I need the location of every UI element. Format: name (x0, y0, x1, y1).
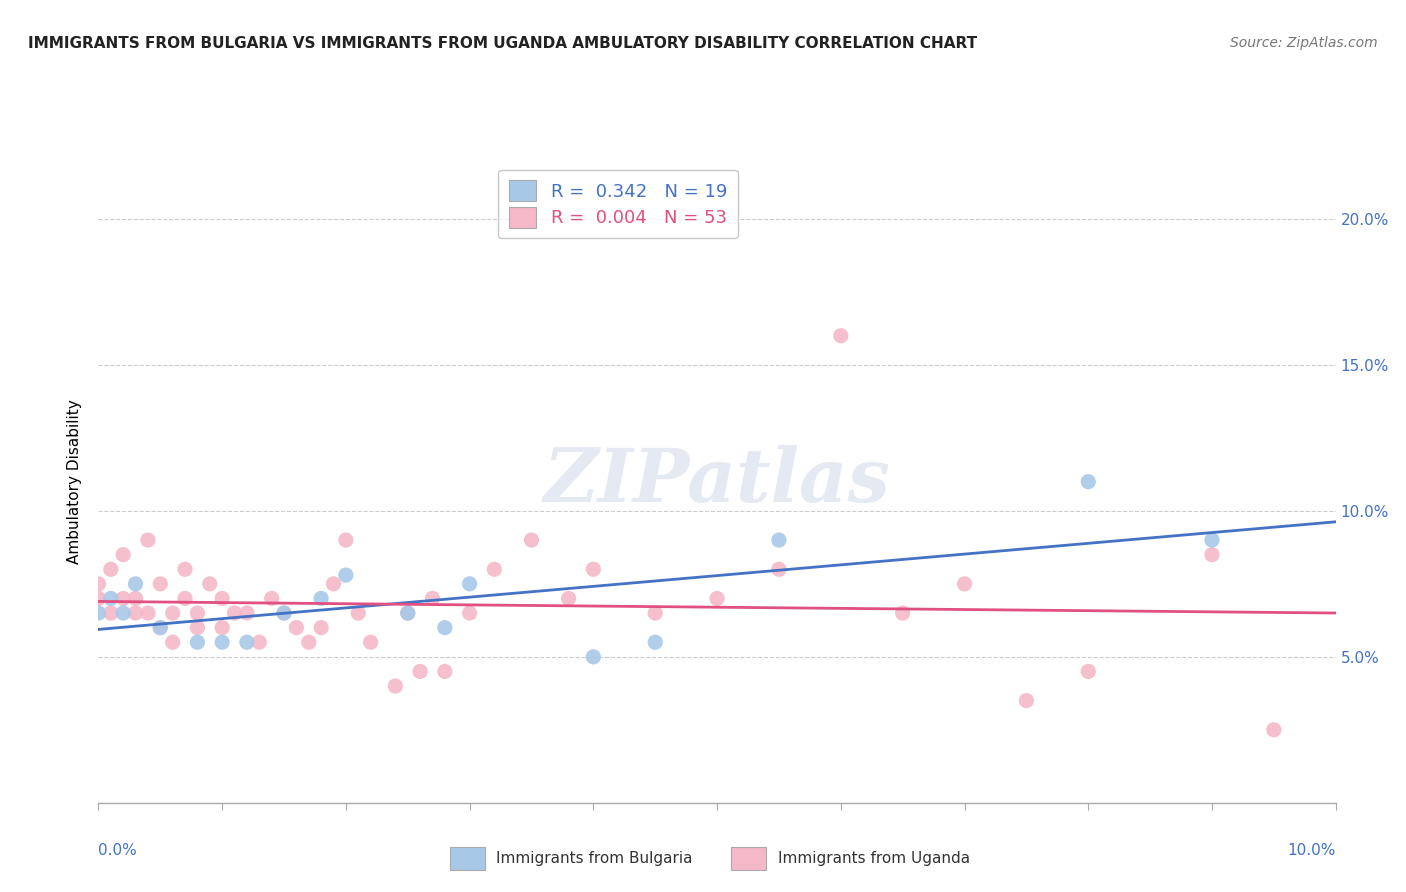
Point (211, 591, 233, 606)
Point (582, 562, 605, 576)
Text: Immigrants from Bulgaria: Immigrants from Bulgaria (496, 851, 693, 866)
Point (1201, 533, 1223, 547)
Point (211, 621, 233, 635)
Point (236, 606, 259, 620)
Point (186, 606, 208, 620)
Point (768, 562, 790, 576)
Point (224, 606, 246, 620)
Point (953, 577, 976, 591)
Point (136, 533, 159, 547)
Point (644, 635, 666, 649)
Point (309, 591, 332, 606)
Point (309, 621, 332, 635)
Point (433, 665, 456, 679)
Point (87, 591, 110, 606)
Point (433, 621, 456, 635)
Text: IMMIGRANTS FROM BULGARIA VS IMMIGRANTS FROM UGANDA AMBULATORY DISABILITY CORRELA: IMMIGRANTS FROM BULGARIA VS IMMIGRANTS F… (28, 36, 977, 51)
Point (100, 562, 122, 576)
Point (335, 568, 357, 582)
Point (458, 606, 481, 620)
Point (211, 635, 233, 649)
Point (768, 533, 790, 547)
Point (1077, 475, 1099, 489)
Text: 0.0%: 0.0% (98, 843, 138, 858)
Point (1077, 665, 1099, 679)
Point (557, 591, 579, 606)
Point (260, 591, 283, 606)
Point (1263, 723, 1285, 737)
Point (422, 591, 444, 606)
Text: Source: ZipAtlas.com: Source: ZipAtlas.com (1230, 36, 1378, 50)
Point (458, 577, 481, 591)
Point (112, 606, 135, 620)
Y-axis label: Ambulatory Disability: Ambulatory Disability (67, 400, 83, 564)
Point (149, 621, 172, 635)
Point (273, 606, 295, 620)
Point (174, 591, 197, 606)
Point (100, 606, 122, 620)
Point (198, 577, 221, 591)
Point (247, 635, 270, 649)
Point (322, 577, 344, 591)
Text: ZIPatlas: ZIPatlas (544, 445, 890, 518)
Point (236, 635, 259, 649)
Point (644, 606, 666, 620)
Text: 10.0%: 10.0% (1288, 843, 1336, 858)
Point (273, 606, 295, 620)
Point (1015, 693, 1038, 707)
Point (149, 577, 172, 591)
Point (335, 533, 357, 547)
Point (136, 606, 159, 620)
Point (162, 606, 184, 620)
Point (285, 621, 308, 635)
Point (396, 606, 419, 620)
Point (174, 562, 197, 576)
Point (396, 606, 419, 620)
Point (830, 328, 852, 343)
Point (347, 606, 370, 620)
Point (384, 679, 406, 693)
Point (582, 649, 605, 664)
Point (484, 562, 506, 576)
Point (186, 621, 208, 635)
Point (891, 606, 914, 620)
Point (87, 606, 110, 620)
Point (360, 635, 382, 649)
Point (186, 635, 208, 649)
Point (124, 606, 146, 620)
Point (87, 577, 110, 591)
Point (149, 621, 172, 635)
Point (100, 591, 122, 606)
Point (124, 577, 146, 591)
Point (124, 591, 146, 606)
Point (112, 591, 135, 606)
Point (112, 548, 135, 562)
Text: Immigrants from Uganda: Immigrants from Uganda (778, 851, 970, 866)
Point (298, 635, 321, 649)
Point (162, 635, 184, 649)
Point (409, 665, 432, 679)
Point (706, 591, 728, 606)
Legend: R =  0.342   N = 19, R =  0.004   N = 53: R = 0.342 N = 19, R = 0.004 N = 53 (498, 169, 738, 238)
Point (520, 533, 543, 547)
Point (1201, 548, 1223, 562)
